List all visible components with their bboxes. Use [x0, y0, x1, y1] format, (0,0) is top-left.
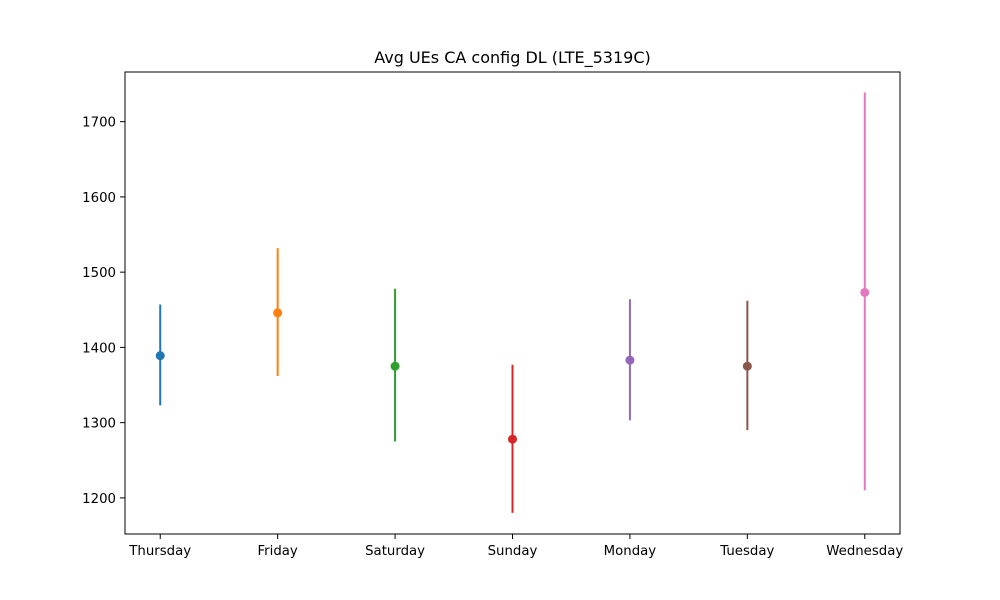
x-tick-label: Friday: [257, 544, 297, 559]
y-tick-label: 1500: [82, 266, 116, 281]
data-point: [508, 434, 517, 444]
data-point: [742, 361, 752, 371]
x-tick-label: Wednesday: [826, 544, 903, 559]
data-point: [625, 355, 635, 365]
y-tick-label: 1700: [82, 116, 116, 131]
y-tick-label: 1600: [82, 191, 116, 206]
y-axis: 1200 1300 1400 1500 1600 1700: [82, 116, 125, 507]
data-marks: [155, 92, 870, 513]
data-point: [155, 351, 165, 361]
x-tick-label: Monday: [604, 544, 657, 559]
x-tick-label: Thursday: [128, 544, 191, 559]
x-tick-label: Tuesday: [719, 544, 774, 559]
chart-title: Avg UEs CA config DL (LTE_5319C): [374, 48, 651, 68]
y-tick-label: 1400: [82, 341, 116, 356]
x-axis: Thursday Friday Saturday Sunday Monday Tuesda…: [128, 534, 903, 559]
x-tick-label: Saturday: [365, 544, 425, 559]
data-point: [860, 287, 870, 297]
y-tick-label: 1200: [82, 492, 116, 507]
y-tick-label: 1300: [82, 417, 116, 432]
x-tick-label: Sunday: [488, 544, 538, 559]
data-point: [390, 361, 400, 371]
data-point: [273, 308, 283, 318]
